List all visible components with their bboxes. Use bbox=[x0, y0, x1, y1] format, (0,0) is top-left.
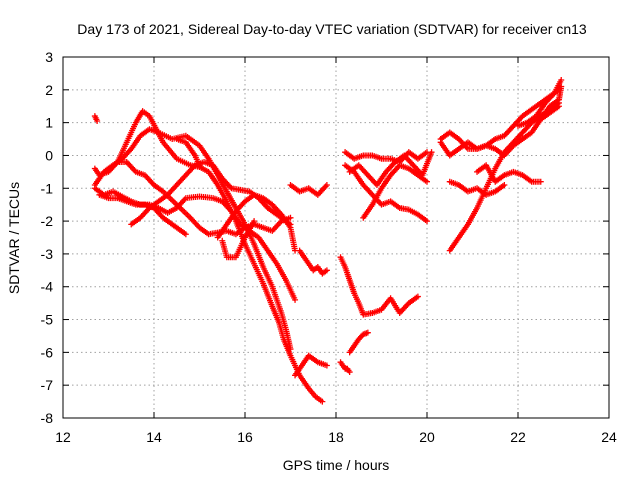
y-tick-labels: 3 2 1 0 -1 -2 -3 -4 -5 -6 -7 -8 bbox=[41, 49, 54, 426]
data-point bbox=[287, 214, 294, 221]
series-8 bbox=[214, 191, 299, 254]
plot-frame bbox=[62, 56, 610, 419]
x-tick-label: 24 bbox=[601, 429, 617, 445]
data-point bbox=[537, 178, 544, 185]
data-point bbox=[323, 181, 330, 188]
x-tick-label: 16 bbox=[237, 429, 253, 445]
y-tick-label: 0 bbox=[45, 147, 53, 163]
series-22 bbox=[446, 99, 562, 254]
series-12 bbox=[292, 352, 330, 379]
series-9 bbox=[219, 218, 258, 261]
x-tick-label: 22 bbox=[510, 429, 526, 445]
x-tick-label: 20 bbox=[419, 429, 435, 445]
data-point bbox=[287, 346, 294, 353]
series-2 bbox=[91, 126, 294, 353]
data-point bbox=[558, 76, 565, 83]
x-tick-label: 12 bbox=[55, 429, 71, 445]
series-18 bbox=[360, 162, 430, 221]
series-11 bbox=[296, 247, 330, 277]
series-14 bbox=[346, 329, 371, 356]
series-23 bbox=[446, 178, 508, 198]
data-point bbox=[501, 181, 508, 188]
data-point bbox=[94, 117, 101, 124]
grid bbox=[63, 57, 609, 418]
data-point bbox=[196, 162, 203, 169]
chart-title: Day 173 of 2021, Sidereal Day-to-day VTE… bbox=[77, 21, 587, 37]
x-tick-label: 14 bbox=[146, 429, 162, 445]
y-tick-label: -8 bbox=[41, 410, 54, 426]
y-tick-label: -3 bbox=[41, 246, 54, 262]
data-point bbox=[428, 149, 435, 156]
series-7 bbox=[173, 136, 203, 169]
series-25 bbox=[515, 76, 565, 129]
data-points bbox=[91, 76, 565, 405]
x-tick-labels: 12 14 16 18 20 22 24 bbox=[55, 429, 617, 445]
series-16 bbox=[342, 149, 430, 166]
y-tick-label: 3 bbox=[45, 49, 53, 65]
y-tick-label: -2 bbox=[41, 213, 54, 229]
data-point bbox=[319, 398, 326, 405]
data-point bbox=[424, 218, 430, 225]
y-tick-label: -7 bbox=[41, 377, 54, 393]
y-axis-label: SDTVAR / TECUs bbox=[6, 182, 22, 294]
y-tick-label: -6 bbox=[41, 344, 54, 360]
x-tick-label: 18 bbox=[328, 429, 344, 445]
series-26 bbox=[537, 83, 565, 123]
data-point bbox=[424, 178, 430, 185]
data-point bbox=[323, 267, 330, 274]
series-13 bbox=[337, 359, 353, 376]
series-15 bbox=[337, 254, 421, 318]
series-10 bbox=[287, 181, 330, 198]
data-point bbox=[414, 293, 421, 300]
series-6 bbox=[128, 159, 294, 228]
data-point bbox=[323, 362, 330, 369]
data-point bbox=[364, 329, 371, 336]
series-4 bbox=[96, 191, 189, 238]
y-tick-label: 1 bbox=[45, 115, 53, 131]
y-tick-label: 2 bbox=[45, 82, 53, 98]
x-axis-label: GPS time / hours bbox=[283, 457, 390, 473]
data-point bbox=[292, 296, 299, 303]
y-tick-label: -4 bbox=[41, 279, 54, 295]
series-17 bbox=[342, 162, 430, 225]
data-point bbox=[182, 231, 189, 238]
series-0 bbox=[91, 113, 101, 124]
y-tick-label: -1 bbox=[41, 180, 54, 196]
data-point bbox=[346, 369, 353, 376]
data-point bbox=[558, 83, 565, 90]
series-19 bbox=[346, 149, 435, 188]
series-24 bbox=[474, 162, 544, 185]
y-tick-label: -5 bbox=[41, 312, 54, 328]
data-point bbox=[251, 218, 258, 225]
